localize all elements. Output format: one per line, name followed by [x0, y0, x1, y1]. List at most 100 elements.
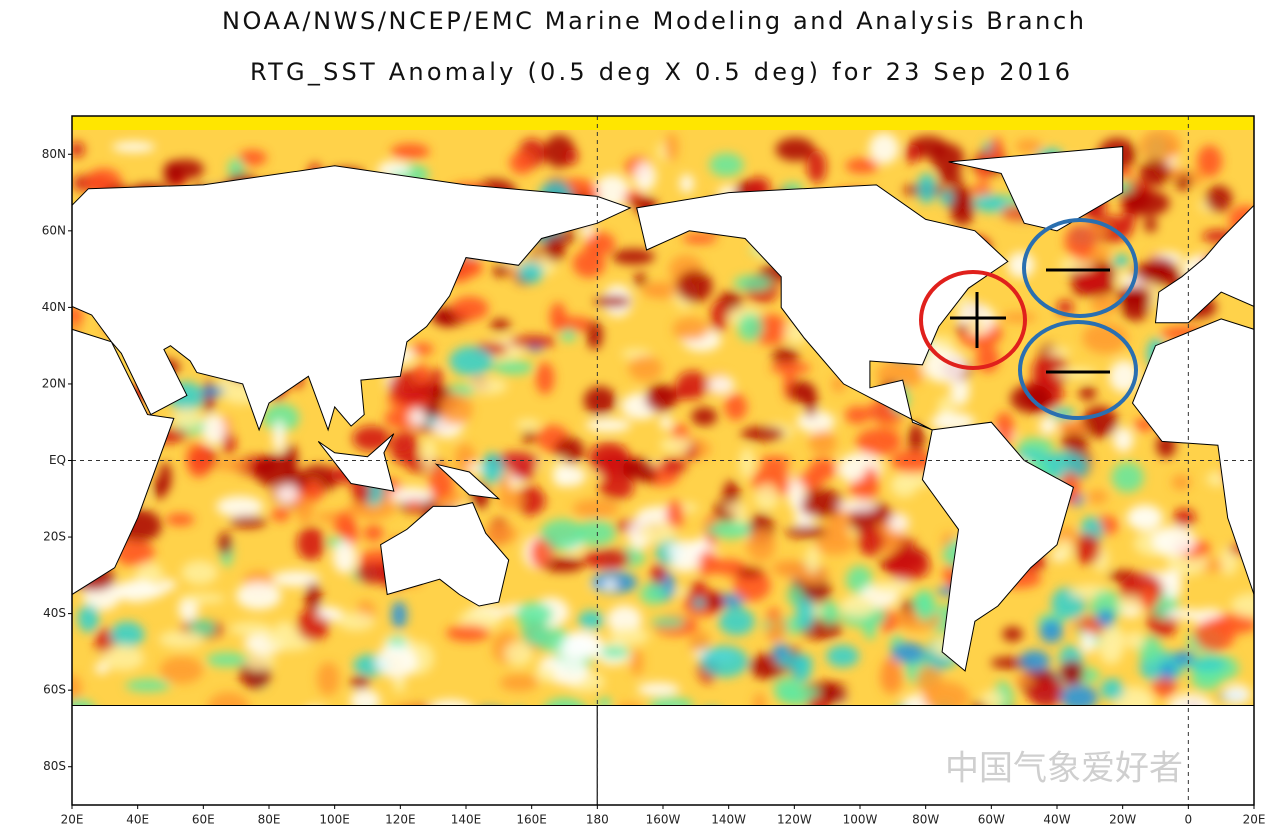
anomaly-patch — [600, 646, 630, 658]
anomaly-patch — [1079, 631, 1097, 654]
anomaly-patch — [630, 648, 644, 676]
anomaly-patch — [602, 579, 617, 591]
anomaly-patch — [1205, 185, 1233, 213]
anomaly-patch — [916, 173, 937, 204]
anomaly-patch — [504, 641, 533, 666]
anomaly-patch — [798, 488, 845, 518]
anomaly-patch — [584, 232, 616, 256]
lon-label: 20W — [1109, 813, 1136, 827]
anomaly-patch — [688, 630, 710, 654]
anomaly-patch — [1027, 678, 1065, 708]
anomaly-patch — [1112, 254, 1130, 268]
anomaly-patch — [445, 624, 491, 642]
anomaly-patch — [1007, 252, 1035, 278]
anomaly-patch — [1100, 678, 1124, 701]
anomaly-patch — [599, 475, 635, 500]
anomaly-patch — [871, 581, 913, 594]
anomaly-patch — [72, 141, 85, 158]
anomaly-patch — [540, 519, 585, 550]
anomaly-patch — [823, 691, 848, 705]
anomaly-patch — [771, 347, 799, 365]
anomaly-patch — [543, 234, 566, 262]
anomaly-patch — [705, 591, 725, 612]
anomaly-patch — [805, 545, 820, 575]
anomaly-patch — [549, 302, 567, 332]
anomaly-patch — [808, 430, 837, 456]
lat-label: EQ — [49, 453, 66, 467]
anomaly-patch — [706, 521, 753, 539]
anomaly-patch — [153, 477, 167, 500]
anomaly-patch — [1057, 300, 1074, 315]
anomaly-patch — [535, 362, 555, 395]
anomaly-patch — [545, 657, 589, 686]
anomaly-patch — [659, 415, 673, 430]
lat-label: 60N — [42, 223, 66, 237]
anomaly-patch — [638, 521, 677, 544]
anomaly-patch — [737, 313, 764, 342]
anomaly-patch — [666, 540, 705, 559]
anomaly-patch — [1015, 138, 1042, 154]
watermark: 中国气象爱好者 — [945, 749, 1183, 789]
anomaly-patch — [541, 557, 585, 573]
anomaly-patch — [1059, 660, 1084, 686]
anomaly-patch — [216, 495, 264, 518]
anomaly-patch — [608, 627, 650, 646]
anomaly-patch — [561, 630, 604, 660]
anomaly-patch — [1125, 631, 1145, 650]
anomaly-patch — [305, 581, 322, 614]
anomaly-patch — [1144, 217, 1157, 233]
anomaly-patch — [767, 615, 787, 641]
anomaly-patch — [481, 452, 505, 484]
anomaly-patch — [163, 161, 182, 185]
lon-label: 180 — [586, 813, 609, 827]
landmass — [1154, 204, 1254, 324]
anomaly-patch — [1162, 570, 1182, 600]
anomaly-patch — [201, 413, 227, 445]
title: NOAA/NWS/NCEP/EMC Marine Modeling and An… — [222, 7, 1084, 35]
anomaly-patch — [1143, 257, 1178, 281]
anomaly-patch — [390, 431, 419, 465]
anomaly-patch — [333, 511, 356, 538]
anomaly-patch — [186, 444, 212, 478]
anomaly-patch — [710, 301, 729, 333]
lon-label: 120E — [385, 813, 416, 827]
anomaly-patch — [890, 473, 918, 498]
anomaly-patch — [633, 273, 648, 286]
anomaly-patch — [530, 538, 551, 569]
anomaly-patch — [709, 153, 744, 177]
anomaly-patch — [1173, 508, 1196, 527]
anomaly-patch — [135, 562, 164, 586]
anomaly-patch — [700, 645, 749, 678]
anomaly-patch — [754, 483, 779, 511]
anomaly-patch — [421, 437, 437, 472]
anomaly-patch — [588, 442, 630, 474]
anomaly-patch — [770, 362, 811, 374]
anomaly-patch — [522, 431, 537, 444]
anomaly-patch — [773, 677, 802, 703]
anomaly-patch — [165, 513, 195, 526]
lat-label: 80S — [43, 759, 66, 773]
lon-label: 60W — [978, 813, 1005, 827]
anomaly-patch — [856, 428, 902, 456]
anomaly-patch — [733, 275, 773, 291]
anomaly-patch — [411, 343, 434, 355]
cold-circle — [1018, 320, 1138, 420]
subtitle: RTG_SST Anomaly (0.5 deg X 0.5 deg) for … — [250, 58, 1070, 86]
anomaly-patch — [888, 513, 910, 533]
anomaly-patch — [553, 465, 587, 487]
anomaly-patch — [891, 449, 935, 474]
anomaly-patch — [77, 604, 100, 633]
lat-label: 20S — [43, 530, 66, 544]
anomaly-patch — [296, 526, 326, 561]
anomaly-patch — [1046, 346, 1071, 358]
anomaly-patch — [72, 674, 82, 703]
anomaly-patch — [733, 569, 771, 602]
anomaly-patch — [660, 436, 693, 454]
anomaly-patch — [1139, 129, 1181, 163]
anomaly-patch — [1059, 684, 1098, 711]
anomaly-patch — [845, 406, 870, 424]
anomaly-patch — [449, 346, 494, 377]
anomaly-patch — [295, 495, 314, 524]
anomaly-patch — [787, 479, 805, 510]
anomaly-patch — [450, 296, 489, 321]
